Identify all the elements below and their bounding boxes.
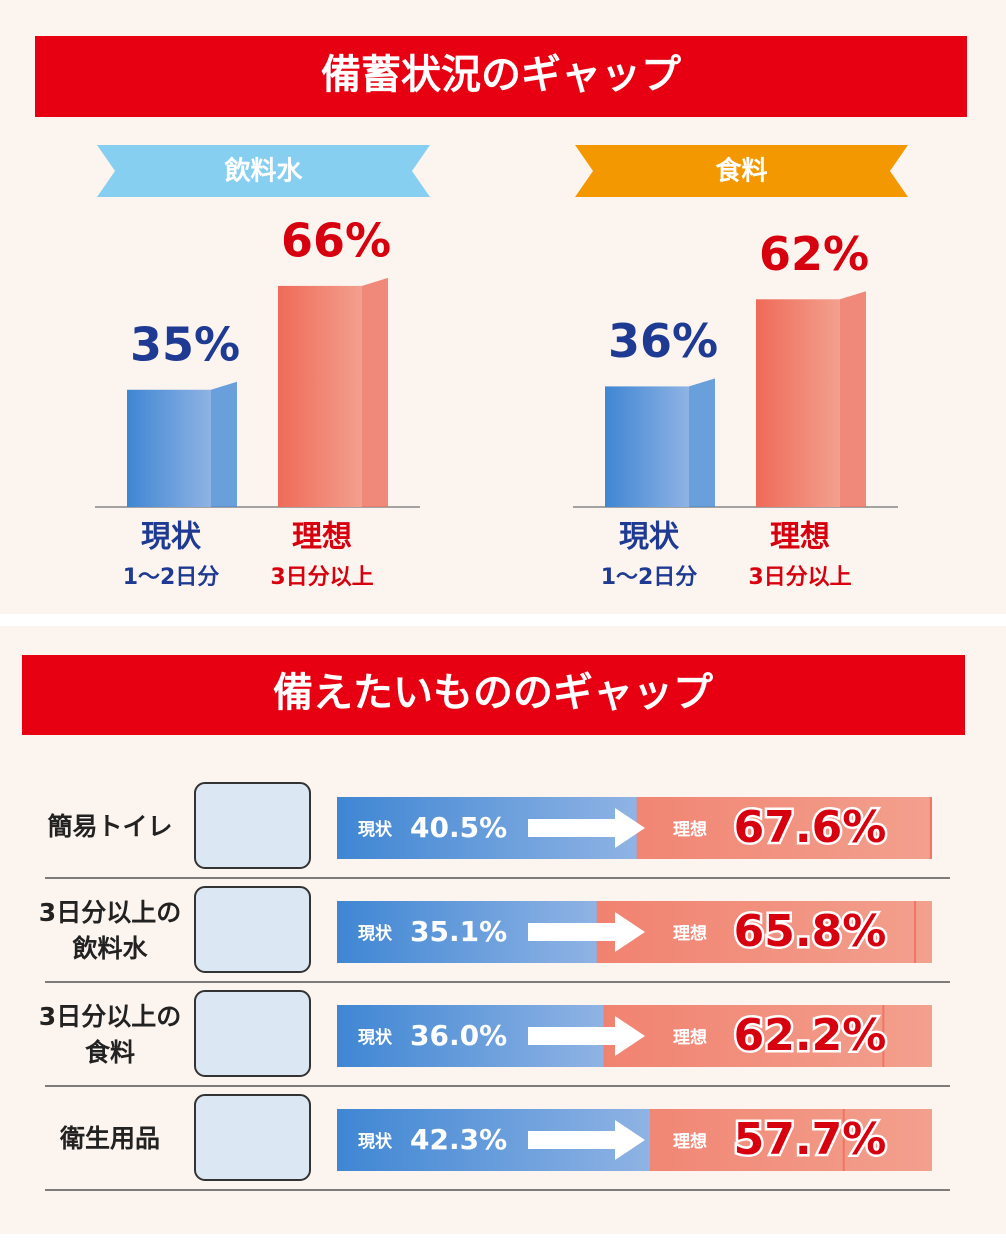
category-sublabel: 1～2日分 (601, 565, 698, 590)
bar-ideal-marker (929, 797, 932, 859)
category-label: 理想 (292, 520, 352, 555)
category-label: 3日分以上の (39, 1002, 181, 1031)
icon (194, 1094, 311, 1181)
bar-side (689, 378, 715, 507)
series-name: 現状 (358, 1131, 393, 1152)
series-name: 理想 (673, 923, 707, 944)
category-label: 現状 (141, 520, 202, 555)
bar (127, 389, 211, 507)
value-label: 36% (608, 314, 718, 368)
ribbon (575, 145, 908, 197)
value-label: 65.8% (734, 906, 887, 957)
category-sublabel: 3日分以上 (270, 565, 373, 590)
series-name: 現状 (358, 819, 393, 840)
category-label: 3日分以上の (39, 898, 181, 927)
value-label: 66% (281, 213, 391, 267)
icon (194, 782, 311, 869)
section-banner (22, 655, 965, 735)
value-label: 40.5% (410, 811, 507, 844)
bar-side (362, 277, 388, 507)
value-label: 62.2% (734, 1010, 887, 1061)
category-label: 現状 (619, 520, 680, 555)
value-label: 36.0% (410, 1019, 507, 1052)
bar (278, 285, 362, 507)
series-name: 現状 (358, 923, 393, 944)
value-label: 62% (759, 227, 869, 281)
series-name: 理想 (673, 819, 707, 840)
value-label: 35% (130, 317, 240, 371)
series-name: 理想 (673, 1027, 707, 1048)
arrow (528, 1016, 645, 1056)
series-name: 理想 (673, 1131, 707, 1152)
section-title: 備蓄状況のギャップ (321, 52, 681, 98)
bar-side (840, 291, 866, 507)
category-sublabel: 1～2日分 (123, 565, 220, 590)
bar-side (211, 381, 237, 507)
ribbon (97, 145, 430, 197)
bar-ideal-marker (914, 901, 917, 963)
category-label: 食料 (85, 1038, 135, 1067)
value-label: 35.1% (410, 915, 507, 948)
section-banner (35, 36, 967, 117)
bar (605, 386, 689, 507)
category-label: 飲料水 (71, 934, 148, 963)
section-title: 備えたいもののギャップ (273, 670, 713, 716)
value-label: 67.6% (734, 802, 887, 853)
icon (194, 886, 311, 973)
category-label: 理想 (770, 520, 830, 555)
arrow (528, 912, 645, 952)
category-label: 衛生用品 (59, 1124, 160, 1153)
arrow (528, 1120, 645, 1160)
value-label: 42.3% (410, 1123, 507, 1156)
bar (756, 299, 840, 507)
arrow (528, 808, 645, 848)
chart-title: 飲料水 (223, 156, 303, 187)
bar-ideal-marker (882, 1005, 885, 1067)
icon (194, 990, 311, 1077)
value-label: 57.7% (734, 1114, 887, 1165)
bar-ideal-marker (842, 1109, 845, 1171)
category-label: 簡易トイレ (47, 812, 172, 841)
category-sublabel: 3日分以上 (748, 565, 851, 590)
chart-title: 食料 (715, 156, 767, 187)
series-name: 現状 (358, 1027, 393, 1048)
